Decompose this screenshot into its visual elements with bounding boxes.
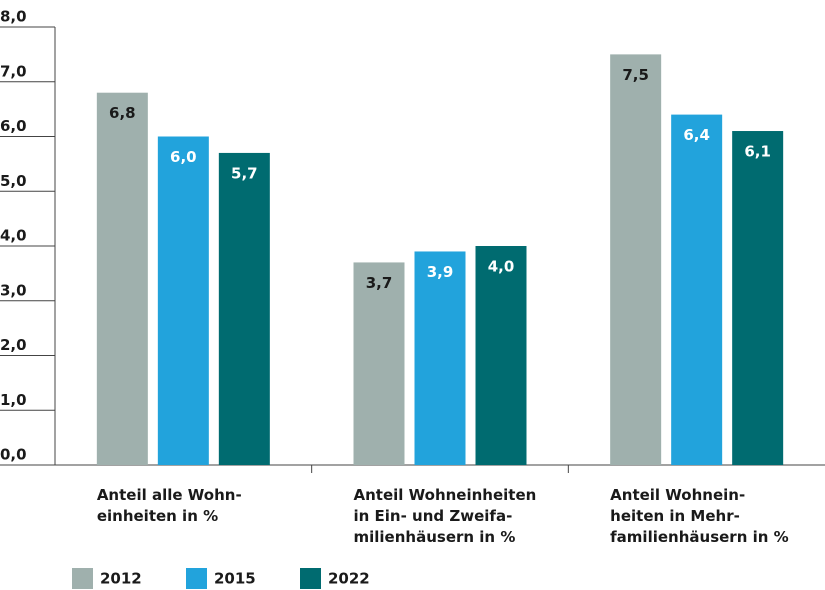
legend-label: 2022 bbox=[328, 570, 370, 588]
value-label: 6,1 bbox=[744, 143, 771, 161]
value-label: 3,9 bbox=[427, 263, 454, 281]
y-tick-label: 6,0 bbox=[0, 117, 27, 135]
y-tick-label: 8,0 bbox=[0, 8, 27, 26]
legend-label: 2015 bbox=[214, 570, 256, 588]
legend-swatch bbox=[300, 568, 321, 589]
x-tick-label: Anteil Wohneinheiten in Ein- und Zweifa-… bbox=[353, 486, 537, 546]
value-label: 7,5 bbox=[622, 66, 649, 84]
value-label: 5,7 bbox=[231, 164, 258, 182]
legend-swatch bbox=[72, 568, 93, 589]
y-tick-label: 1,0 bbox=[0, 391, 27, 409]
legend-label: 2012 bbox=[100, 570, 142, 588]
x-tick-label: Anteil alle Wohn- einheiten in % bbox=[96, 486, 242, 525]
legend-swatch bbox=[186, 568, 207, 589]
value-label: 6,8 bbox=[109, 104, 136, 122]
value-label: 6,0 bbox=[170, 148, 197, 166]
bar bbox=[353, 262, 405, 465]
y-tick-label: 4,0 bbox=[0, 227, 27, 245]
bar bbox=[671, 114, 723, 465]
bar bbox=[732, 131, 784, 465]
bar bbox=[610, 54, 662, 465]
value-label: 6,4 bbox=[683, 126, 710, 144]
y-tick-label: 3,0 bbox=[0, 281, 27, 299]
bar bbox=[218, 152, 270, 466]
y-tick-label: 2,0 bbox=[0, 336, 27, 354]
x-tick-label: Anteil Wohnein- heiten in Mehr- familien… bbox=[610, 486, 789, 546]
y-tick-label: 0,0 bbox=[0, 446, 27, 464]
bar bbox=[475, 246, 527, 465]
y-tick-label: 5,0 bbox=[0, 172, 27, 190]
value-label: 4,0 bbox=[488, 258, 515, 276]
value-label: 3,7 bbox=[366, 274, 393, 292]
bar bbox=[414, 251, 466, 465]
bar bbox=[157, 136, 209, 465]
bar bbox=[96, 92, 148, 465]
y-tick-label: 7,0 bbox=[0, 62, 27, 80]
